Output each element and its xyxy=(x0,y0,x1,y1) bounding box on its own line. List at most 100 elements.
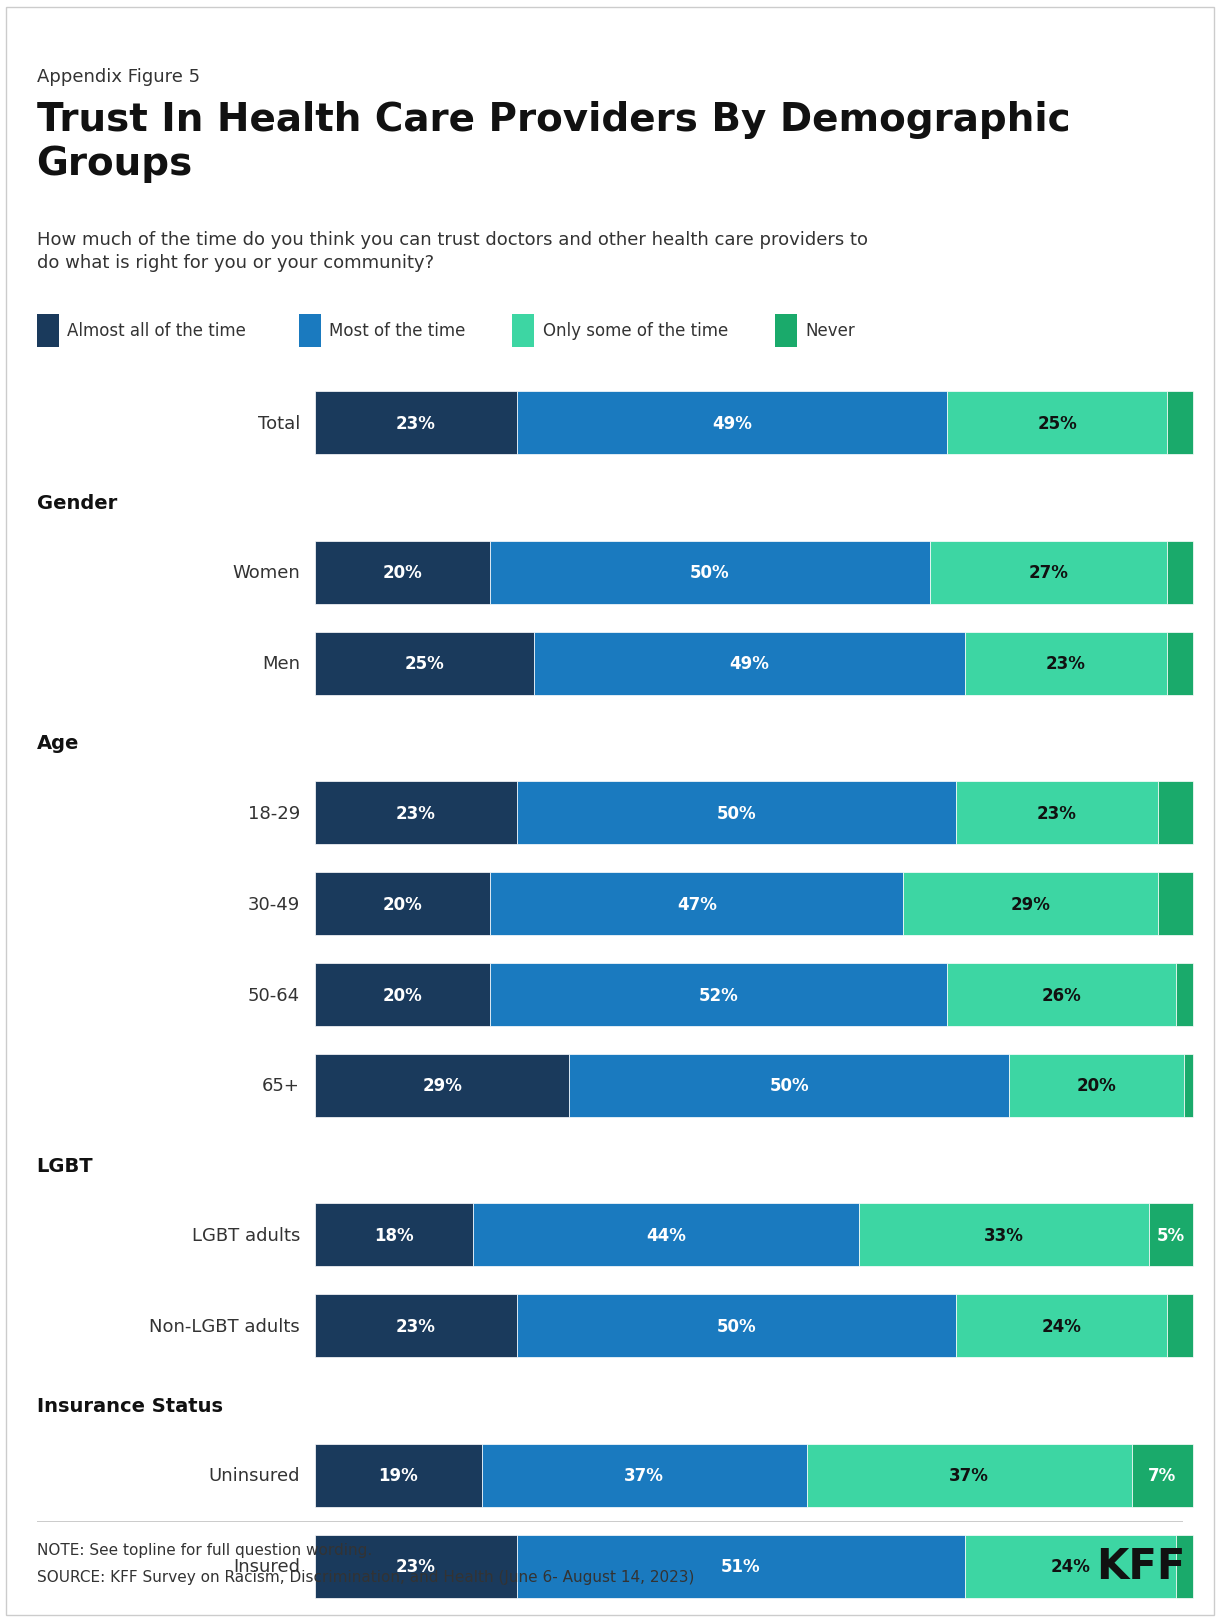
Text: Women: Women xyxy=(232,563,300,583)
Text: 25%: 25% xyxy=(1037,414,1077,433)
Text: 23%: 23% xyxy=(1046,654,1086,674)
Text: Age: Age xyxy=(37,734,79,753)
Text: 50%: 50% xyxy=(691,563,730,583)
FancyBboxPatch shape xyxy=(315,964,490,1026)
FancyBboxPatch shape xyxy=(299,315,321,347)
FancyBboxPatch shape xyxy=(37,315,59,347)
Text: 26%: 26% xyxy=(1042,985,1081,1005)
FancyBboxPatch shape xyxy=(947,393,1166,454)
Text: LGBT: LGBT xyxy=(37,1156,93,1175)
Text: 30-49: 30-49 xyxy=(248,894,300,914)
FancyBboxPatch shape xyxy=(965,1535,1176,1597)
Text: LGBT adults: LGBT adults xyxy=(192,1225,300,1245)
FancyBboxPatch shape xyxy=(1149,1204,1193,1266)
FancyBboxPatch shape xyxy=(482,1444,806,1506)
Text: SOURCE: KFF Survey on Racism, Discrimination, and Health (June 6- August 14, 202: SOURCE: KFF Survey on Racism, Discrimina… xyxy=(37,1569,694,1584)
Text: 29%: 29% xyxy=(1010,894,1050,914)
FancyBboxPatch shape xyxy=(315,1444,482,1506)
FancyBboxPatch shape xyxy=(517,393,947,454)
Text: Almost all of the time: Almost all of the time xyxy=(67,321,246,341)
FancyBboxPatch shape xyxy=(517,782,956,844)
FancyBboxPatch shape xyxy=(534,633,965,695)
Text: 20%: 20% xyxy=(383,894,422,914)
Text: 18%: 18% xyxy=(375,1225,414,1245)
Text: 7%: 7% xyxy=(1148,1466,1176,1485)
FancyBboxPatch shape xyxy=(1166,393,1193,454)
FancyBboxPatch shape xyxy=(315,1535,517,1597)
FancyBboxPatch shape xyxy=(1158,873,1193,935)
Text: 50%: 50% xyxy=(716,1316,756,1336)
FancyBboxPatch shape xyxy=(1176,964,1193,1026)
FancyBboxPatch shape xyxy=(490,873,903,935)
FancyBboxPatch shape xyxy=(1009,1055,1185,1117)
FancyBboxPatch shape xyxy=(1185,1055,1193,1117)
Text: 33%: 33% xyxy=(985,1225,1025,1245)
Text: 20%: 20% xyxy=(383,985,422,1005)
FancyBboxPatch shape xyxy=(315,782,517,844)
Text: 52%: 52% xyxy=(699,985,738,1005)
FancyBboxPatch shape xyxy=(315,542,490,604)
Text: 49%: 49% xyxy=(712,414,752,433)
Text: 27%: 27% xyxy=(1028,563,1069,583)
FancyBboxPatch shape xyxy=(315,1204,473,1266)
Text: 49%: 49% xyxy=(730,654,770,674)
FancyBboxPatch shape xyxy=(1176,1535,1193,1597)
FancyBboxPatch shape xyxy=(490,964,947,1026)
Text: Only some of the time: Only some of the time xyxy=(543,321,728,341)
FancyBboxPatch shape xyxy=(965,633,1166,695)
FancyBboxPatch shape xyxy=(1166,542,1193,604)
FancyBboxPatch shape xyxy=(775,315,797,347)
FancyBboxPatch shape xyxy=(806,1444,1132,1506)
Text: Insured: Insured xyxy=(233,1556,300,1576)
Text: 50%: 50% xyxy=(770,1076,809,1096)
Text: 24%: 24% xyxy=(1050,1556,1091,1576)
FancyBboxPatch shape xyxy=(315,1295,517,1357)
Text: 29%: 29% xyxy=(422,1076,462,1096)
Text: 23%: 23% xyxy=(1037,803,1077,823)
FancyBboxPatch shape xyxy=(956,1295,1166,1357)
FancyBboxPatch shape xyxy=(315,633,534,695)
Text: Never: Never xyxy=(805,321,855,341)
FancyBboxPatch shape xyxy=(315,393,517,454)
Text: 20%: 20% xyxy=(383,563,422,583)
FancyBboxPatch shape xyxy=(956,782,1158,844)
Text: NOTE: See topline for full question wording.: NOTE: See topline for full question word… xyxy=(37,1542,372,1556)
FancyBboxPatch shape xyxy=(1158,782,1193,844)
FancyBboxPatch shape xyxy=(930,542,1166,604)
Text: Total: Total xyxy=(257,414,300,433)
Text: Appendix Figure 5: Appendix Figure 5 xyxy=(37,68,200,86)
Text: Trust In Health Care Providers By Demographic
Groups: Trust In Health Care Providers By Demogr… xyxy=(37,101,1070,182)
FancyBboxPatch shape xyxy=(859,1204,1149,1266)
Text: Non-LGBT adults: Non-LGBT adults xyxy=(149,1316,300,1336)
Text: Gender: Gender xyxy=(37,493,117,513)
Text: 23%: 23% xyxy=(395,414,436,433)
Text: 37%: 37% xyxy=(949,1466,989,1485)
FancyBboxPatch shape xyxy=(903,873,1158,935)
Text: 25%: 25% xyxy=(405,654,444,674)
Text: 23%: 23% xyxy=(395,803,436,823)
FancyBboxPatch shape xyxy=(1132,1444,1193,1506)
Text: Men: Men xyxy=(262,654,300,674)
FancyBboxPatch shape xyxy=(517,1535,965,1597)
Text: 37%: 37% xyxy=(625,1466,664,1485)
Text: 51%: 51% xyxy=(721,1556,760,1576)
FancyBboxPatch shape xyxy=(947,964,1176,1026)
Text: How much of the time do you think you can trust doctors and other health care pr: How much of the time do you think you ca… xyxy=(37,230,867,273)
Text: 50%: 50% xyxy=(716,803,756,823)
Text: 23%: 23% xyxy=(395,1316,436,1336)
FancyBboxPatch shape xyxy=(315,873,490,935)
Text: 19%: 19% xyxy=(378,1466,418,1485)
Text: 50-64: 50-64 xyxy=(248,985,300,1005)
Text: Uninsured: Uninsured xyxy=(209,1466,300,1485)
FancyBboxPatch shape xyxy=(315,1055,570,1117)
FancyBboxPatch shape xyxy=(570,1055,1009,1117)
FancyBboxPatch shape xyxy=(490,542,930,604)
Text: 65+: 65+ xyxy=(262,1076,300,1096)
Text: 5%: 5% xyxy=(1157,1225,1186,1245)
FancyBboxPatch shape xyxy=(473,1204,859,1266)
Text: Insurance Status: Insurance Status xyxy=(37,1396,222,1415)
Text: Most of the time: Most of the time xyxy=(329,321,466,341)
FancyBboxPatch shape xyxy=(1166,1295,1193,1357)
Text: KFF: KFF xyxy=(1097,1545,1186,1587)
FancyBboxPatch shape xyxy=(517,1295,956,1357)
